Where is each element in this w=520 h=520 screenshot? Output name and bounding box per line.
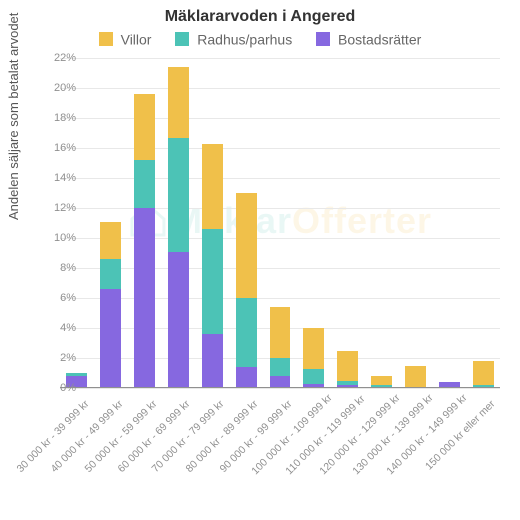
- y-tick-label: 2%: [44, 352, 76, 364]
- legend-item-bostad: Bostadsrätter: [316, 30, 421, 47]
- legend-item-radhus: Radhus/parhus: [175, 30, 292, 47]
- bar-segment-radhus: [303, 369, 324, 384]
- bar-segment-villor: [303, 328, 324, 369]
- bar-segment-villor: [168, 67, 189, 138]
- bar-group: [134, 58, 155, 388]
- bar-segment-radhus: [134, 160, 155, 208]
- y-tick-label: 8%: [44, 262, 76, 274]
- bar-group: [236, 58, 257, 388]
- bar-group: [473, 58, 494, 388]
- bar-segment-villor: [202, 144, 223, 230]
- bar-group: [66, 58, 87, 388]
- bar-segment-bostad: [134, 208, 155, 388]
- bar-segment-radhus: [236, 298, 257, 367]
- bar-group: [202, 58, 223, 388]
- bar-group: [337, 58, 358, 388]
- bar-segment-radhus: [168, 138, 189, 252]
- bar-segment-villor: [236, 193, 257, 298]
- legend-label-villor: Villor: [121, 31, 152, 47]
- legend-swatch-radhus: [175, 32, 189, 46]
- bar-segment-villor: [134, 94, 155, 160]
- bar-group: [371, 58, 392, 388]
- y-tick-label: 22%: [44, 52, 76, 64]
- bar-segment-bostad: [236, 367, 257, 388]
- bar-segment-villor: [270, 307, 291, 358]
- bar-segment-radhus: [100, 259, 121, 289]
- bar-group: [405, 58, 426, 388]
- bar-segment-radhus: [270, 358, 291, 376]
- bar-segment-villor: [371, 376, 392, 385]
- bar-group: [168, 58, 189, 388]
- bar-group: [270, 58, 291, 388]
- legend-swatch-villor: [99, 32, 113, 46]
- y-tick-label: 12%: [44, 202, 76, 214]
- bar-segment-radhus: [66, 373, 87, 376]
- bar-segment-bostad: [100, 289, 121, 388]
- legend-label-radhus: Radhus/parhus: [197, 31, 292, 47]
- bar-segment-villor: [473, 361, 494, 385]
- bar-segment-radhus: [202, 229, 223, 334]
- bar-segment-villor: [337, 351, 358, 381]
- y-tick-label: 18%: [44, 112, 76, 124]
- chart-container: Mäklararvoden i Angered Villor Radhus/pa…: [0, 0, 520, 520]
- bar-segment-villor: [405, 366, 426, 389]
- bar-group: [439, 58, 460, 388]
- x-axis-line: [60, 387, 500, 388]
- bar-group: [100, 58, 121, 388]
- bars: [60, 58, 500, 388]
- legend-item-villor: Villor: [99, 30, 152, 47]
- y-axis-label: Andelen säljare som betalat arvodet: [6, 13, 21, 220]
- chart-title: Mäklararvoden i Angered: [0, 0, 520, 26]
- y-tick-label: 14%: [44, 172, 76, 184]
- bar-segment-bostad: [202, 334, 223, 388]
- y-tick-label: 4%: [44, 322, 76, 334]
- gridline: [60, 388, 500, 389]
- legend-swatch-bostad: [316, 32, 330, 46]
- y-tick-label: 16%: [44, 142, 76, 154]
- y-tick-label: 20%: [44, 82, 76, 94]
- y-tick-label: 0%: [44, 382, 76, 394]
- y-tick-label: 10%: [44, 232, 76, 244]
- bar-group: [303, 58, 324, 388]
- legend: Villor Radhus/parhus Bostadsrätter: [0, 26, 520, 55]
- bar-segment-bostad: [168, 252, 189, 389]
- bar-segment-radhus: [337, 381, 358, 386]
- plot-area: MäklarOfferter: [60, 58, 500, 388]
- y-tick-label: 6%: [44, 292, 76, 304]
- legend-label-bostad: Bostadsrätter: [338, 31, 421, 47]
- bar-segment-villor: [100, 222, 121, 260]
